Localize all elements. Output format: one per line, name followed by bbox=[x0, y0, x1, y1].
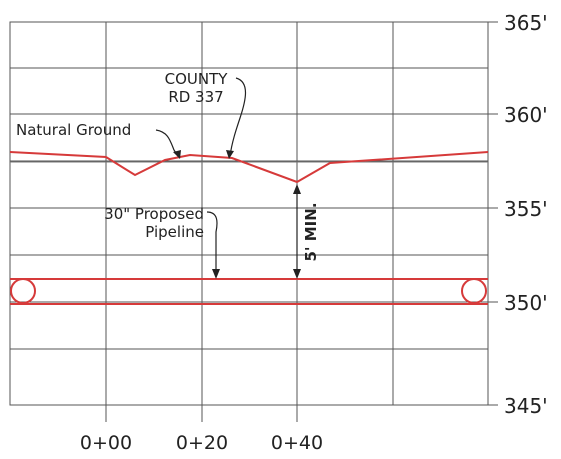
county-road-callout: COUNTY RD 337 bbox=[165, 70, 247, 159]
county-road-label-line2: RD 337 bbox=[168, 88, 223, 106]
elevation-labels: 365' 360' 355' 350' 345' bbox=[504, 11, 548, 418]
pipeline-callout: 30" Proposed Pipeline bbox=[104, 205, 220, 279]
natural-ground-callout: Natural Ground bbox=[16, 121, 181, 159]
min-cover-label: 5' MIN. bbox=[302, 202, 320, 261]
pipe-end-left bbox=[10, 278, 36, 304]
station-labels: 0+00 0+20 0+40 bbox=[80, 432, 323, 454]
county-road-leader bbox=[229, 77, 247, 157]
elevation-label-365: 365' bbox=[504, 11, 548, 35]
station-label-0-20: 0+20 bbox=[176, 432, 228, 454]
drawing-frame bbox=[9, 21, 489, 406]
elevation-label-355: 355' bbox=[504, 197, 548, 221]
horizontal-grid bbox=[10, 67, 488, 350]
county-road-label-line1: COUNTY bbox=[165, 70, 229, 88]
natural-ground-leader bbox=[155, 129, 179, 157]
elevation-ticks bbox=[488, 21, 498, 406]
pipeline-leader bbox=[206, 211, 218, 276]
station-label-0-00: 0+00 bbox=[80, 432, 132, 454]
elevation-label-360: 360' bbox=[504, 103, 548, 127]
station-label-0-40: 0+40 bbox=[271, 432, 323, 454]
station-ticks bbox=[105, 405, 298, 422]
elevation-label-345: 345' bbox=[504, 394, 548, 418]
elevation-label-350: 350' bbox=[504, 291, 548, 315]
natural-ground-label: Natural Ground bbox=[16, 121, 131, 139]
min-cover-dimension: 5' MIN. bbox=[293, 184, 320, 279]
natural-ground-profile bbox=[9, 151, 489, 184]
pipe-end-right bbox=[461, 278, 487, 304]
pipeline-label-line2: Pipeline bbox=[145, 223, 204, 241]
pipeline-label-line1: 30" Proposed bbox=[104, 205, 204, 223]
proposed-pipeline bbox=[10, 278, 488, 305]
